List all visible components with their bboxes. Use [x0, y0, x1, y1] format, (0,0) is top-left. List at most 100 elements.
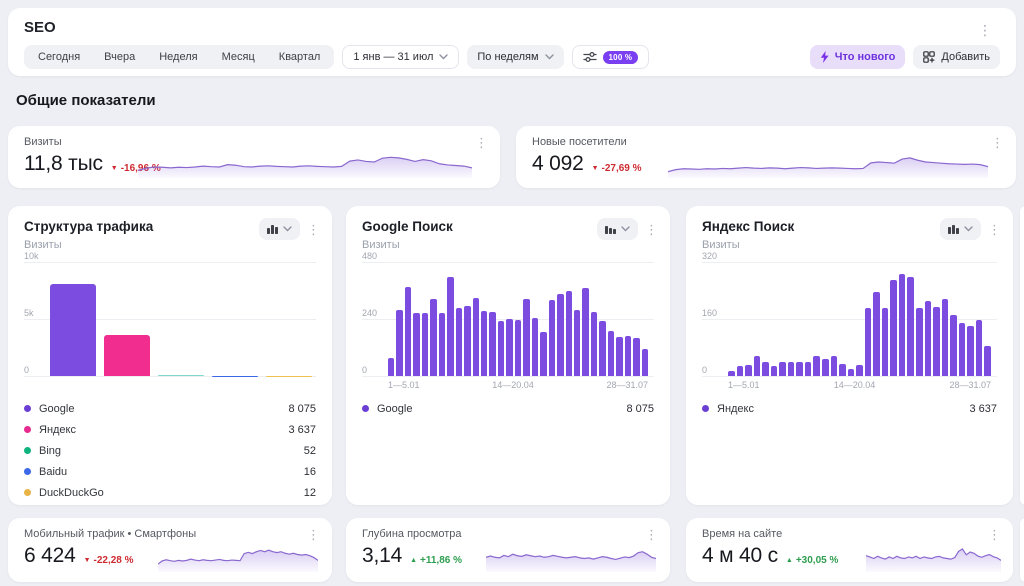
- bar-8[interactable]: [455, 308, 463, 376]
- sparkline-chart[interactable]: [668, 142, 988, 178]
- bar-8[interactable]: [796, 361, 803, 376]
- bar-18[interactable]: [540, 332, 547, 376]
- bar-15[interactable]: [514, 320, 522, 376]
- preset-button-1[interactable]: Вчера: [92, 45, 147, 69]
- bar-4[interactable]: [421, 313, 429, 376]
- bar-22[interactable]: [573, 309, 581, 376]
- bar-19[interactable]: [890, 279, 897, 376]
- chart-type-select[interactable]: [940, 218, 981, 240]
- bar-13[interactable]: [497, 321, 505, 376]
- card-menu-button[interactable]: ⋮: [475, 135, 488, 150]
- bar-14[interactable]: [506, 319, 513, 376]
- date-range-picker[interactable]: 1 янв — 31 июл: [342, 45, 460, 69]
- sparkline-chart[interactable]: [486, 534, 656, 572]
- bar-29[interactable]: [975, 319, 983, 376]
- legend-row-Яндекс[interactable]: Яндекс 3 637: [24, 419, 316, 440]
- bar-13[interactable]: [839, 363, 846, 376]
- bar-30[interactable]: [984, 345, 991, 376]
- bar-9[interactable]: [464, 305, 471, 376]
- bar-27[interactable]: [958, 323, 966, 376]
- bar-1[interactable]: [396, 309, 403, 376]
- bar-17[interactable]: [873, 292, 880, 376]
- bar-26[interactable]: [950, 314, 957, 376]
- bar-5[interactable]: [430, 298, 437, 376]
- bar-15[interactable]: [856, 365, 863, 376]
- card-menu-button[interactable]: ⋮: [307, 527, 320, 542]
- bar-10[interactable]: [813, 356, 821, 376]
- bar-16[interactable]: [864, 308, 872, 376]
- add-button[interactable]: Добавить: [913, 45, 1000, 69]
- card-menu-button[interactable]: ⋮: [991, 135, 1004, 150]
- bar-Google[interactable]: [50, 283, 96, 376]
- preset-button-2[interactable]: Неделя: [147, 45, 209, 69]
- card-menu-button[interactable]: ⋮: [307, 221, 320, 237]
- bar-24[interactable]: [590, 311, 598, 376]
- bar-23[interactable]: [924, 301, 932, 376]
- bar-28[interactable]: [967, 326, 974, 376]
- sparkline-chart[interactable]: [866, 534, 1001, 572]
- bar-Яндекс[interactable]: [104, 334, 150, 376]
- bar-28[interactable]: [624, 335, 632, 376]
- bar-7[interactable]: [447, 277, 454, 376]
- bar-9[interactable]: [804, 361, 812, 376]
- bar-6[interactable]: [438, 313, 446, 376]
- card-menu-button[interactable]: ⋮: [645, 527, 658, 542]
- bar-22[interactable]: [916, 308, 923, 376]
- bar-5[interactable]: [770, 366, 778, 376]
- bar-21[interactable]: [907, 276, 915, 376]
- bar-27[interactable]: [616, 336, 623, 376]
- bar-20[interactable]: [898, 274, 906, 376]
- bar-23[interactable]: [582, 288, 589, 376]
- bar-2[interactable]: [745, 365, 752, 376]
- bar-chart: 320 160 0: [702, 251, 997, 377]
- sampling-control[interactable]: 100 %: [571, 45, 650, 69]
- whats-new-button[interactable]: Что нового: [809, 45, 906, 69]
- header-menu-button[interactable]: ⋮: [978, 22, 992, 38]
- legend-row-DuckDuckGo[interactable]: DuckDuckGo 12: [24, 482, 316, 503]
- bar-24[interactable]: [933, 306, 940, 376]
- bar-Bing[interactable]: [158, 374, 204, 376]
- bar-12[interactable]: [830, 356, 838, 376]
- bar-0[interactable]: [728, 370, 735, 376]
- bar-2[interactable]: [404, 286, 412, 376]
- bar-11[interactable]: [822, 358, 829, 376]
- bar-4[interactable]: [762, 361, 769, 376]
- bar-3[interactable]: [753, 356, 761, 376]
- bar-14[interactable]: [847, 368, 855, 376]
- legend-row-Baidu[interactable]: Baidu 16: [24, 461, 316, 482]
- card-menu-button[interactable]: ⋮: [988, 527, 1001, 542]
- sparkline-chart[interactable]: [158, 534, 318, 572]
- bar-6[interactable]: [779, 362, 786, 376]
- legend-row-Bing[interactable]: Bing 52: [24, 440, 316, 461]
- bar-21[interactable]: [565, 290, 572, 376]
- bar-3[interactable]: [413, 313, 420, 376]
- legend-row-Google[interactable]: Google 8 075: [24, 398, 316, 419]
- bar-16[interactable]: [523, 298, 530, 376]
- bar-25[interactable]: [599, 321, 606, 376]
- card-menu-button[interactable]: ⋮: [988, 221, 1001, 237]
- bar-26[interactable]: [607, 330, 615, 376]
- preset-button-3[interactable]: Месяц: [210, 45, 267, 69]
- bar-19[interactable]: [548, 300, 556, 376]
- bar-7[interactable]: [787, 362, 795, 376]
- card-menu-button[interactable]: ⋮: [645, 221, 658, 237]
- bar-18[interactable]: [881, 308, 889, 376]
- chart-type-select[interactable]: [597, 218, 638, 240]
- preset-button-4[interactable]: Квартал: [267, 45, 333, 69]
- legend-row-Google[interactable]: Google 8 075: [362, 398, 654, 419]
- chart-type-select[interactable]: [259, 218, 300, 240]
- bar-25[interactable]: [941, 299, 949, 376]
- bar-30[interactable]: [641, 348, 649, 376]
- granularity-select[interactable]: По неделям: [467, 45, 564, 69]
- bar-11[interactable]: [480, 310, 488, 376]
- bar-10[interactable]: [472, 297, 479, 376]
- bar-12[interactable]: [489, 311, 496, 376]
- bar-17[interactable]: [531, 317, 539, 376]
- bar-29[interactable]: [633, 338, 640, 376]
- bar-0[interactable]: [388, 358, 395, 376]
- bar-1[interactable]: [736, 366, 744, 376]
- preset-button-0[interactable]: Сегодня: [26, 45, 92, 69]
- legend-row-Яндекс[interactable]: Яндекс 3 637: [702, 398, 997, 419]
- bar-20[interactable]: [557, 294, 564, 376]
- sparkline-chart[interactable]: [138, 142, 472, 178]
